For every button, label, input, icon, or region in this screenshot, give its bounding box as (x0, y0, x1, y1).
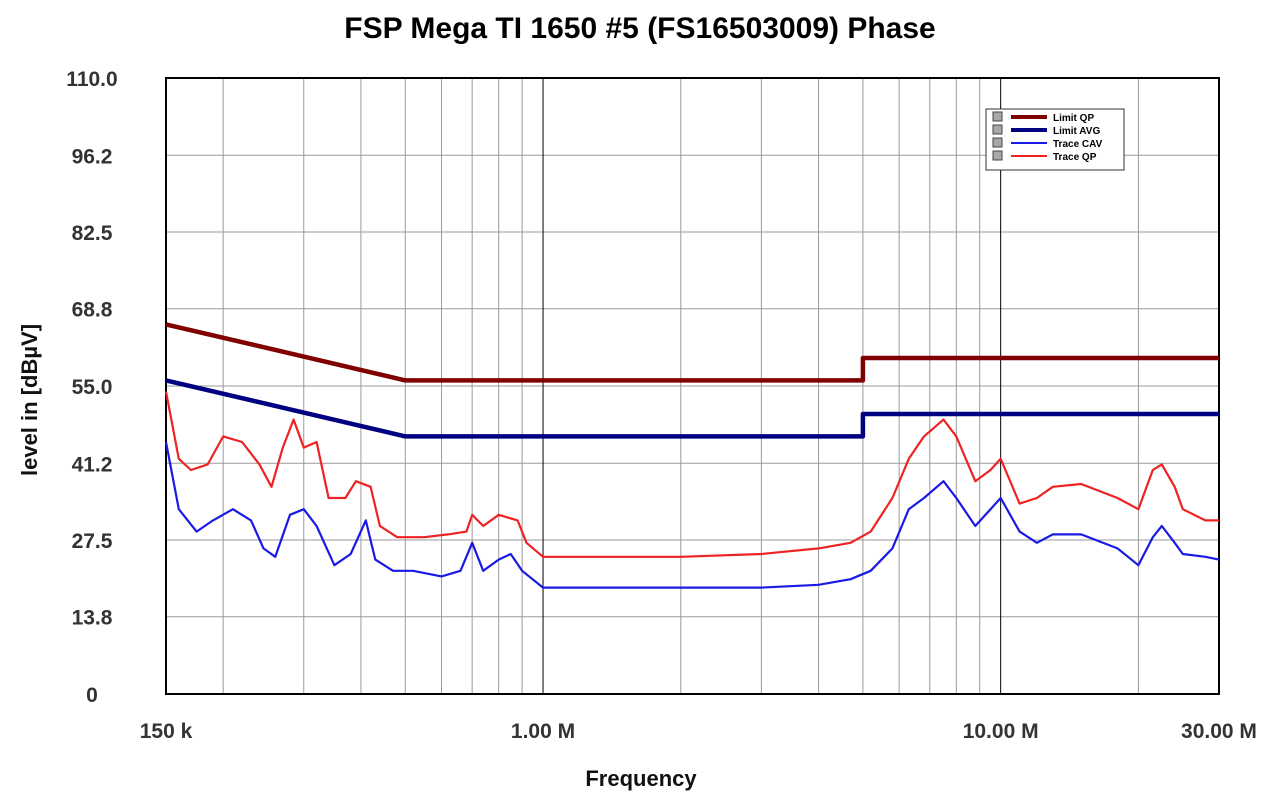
y-tick-label: 110.0 (66, 68, 117, 91)
legend-label: Trace CAV (1053, 139, 1103, 150)
y-tick-label: 41.2 (72, 453, 113, 476)
legend-checkbox (992, 137, 1003, 148)
x-tick-labels: 150 k 1.00 M 10.00 M 30.00 M (140, 720, 1257, 743)
series-trace-cav (164, 441, 1220, 589)
x-tick-label: 30.00 M (1181, 720, 1257, 743)
y-tick-label: 0 (86, 684, 98, 707)
series-limit-avg (165, 378, 1219, 439)
grid (166, 77, 1219, 695)
legend-label: Limit AVG (1053, 126, 1100, 137)
y-axis-label: level in [dBµV] (17, 324, 42, 476)
series-layer (164, 322, 1220, 589)
y-tick-label: 96.2 (72, 145, 113, 168)
legend-checkbox (992, 111, 1003, 122)
chart-title: FSP Mega TI 1650 #5 (FS16503009) Phase (344, 12, 935, 45)
legend-checkbox (992, 150, 1003, 161)
x-axis-label: Frequency (585, 766, 697, 791)
y-tick-label: 68.8 (72, 299, 113, 322)
y-tick-label: 82.5 (72, 222, 113, 245)
y-tick-labels: 0 13.8 27.5 41.2 55.0 68.8 82.5 96.2 110.0 (66, 68, 117, 707)
legend-label: Trace QP (1053, 152, 1097, 163)
legend-label: Limit QP (1053, 113, 1094, 124)
series-limit-qp (165, 322, 1219, 383)
legend-checkbox (992, 124, 1003, 135)
y-tick-label: 55.0 (72, 376, 113, 399)
x-tick-label: 10.00 M (963, 720, 1039, 743)
x-tick-label: 150 k (140, 720, 193, 743)
series-trace-qp (164, 391, 1219, 558)
y-tick-label: 27.5 (72, 530, 113, 553)
legend-box (985, 108, 1125, 171)
plot-area (165, 77, 1220, 695)
y-tick-label: 13.8 (72, 607, 113, 630)
x-tick-label: 1.00 M (511, 720, 575, 743)
legend: Limit QP Limit AVG Trace CAV Trace QP (985, 108, 1125, 171)
